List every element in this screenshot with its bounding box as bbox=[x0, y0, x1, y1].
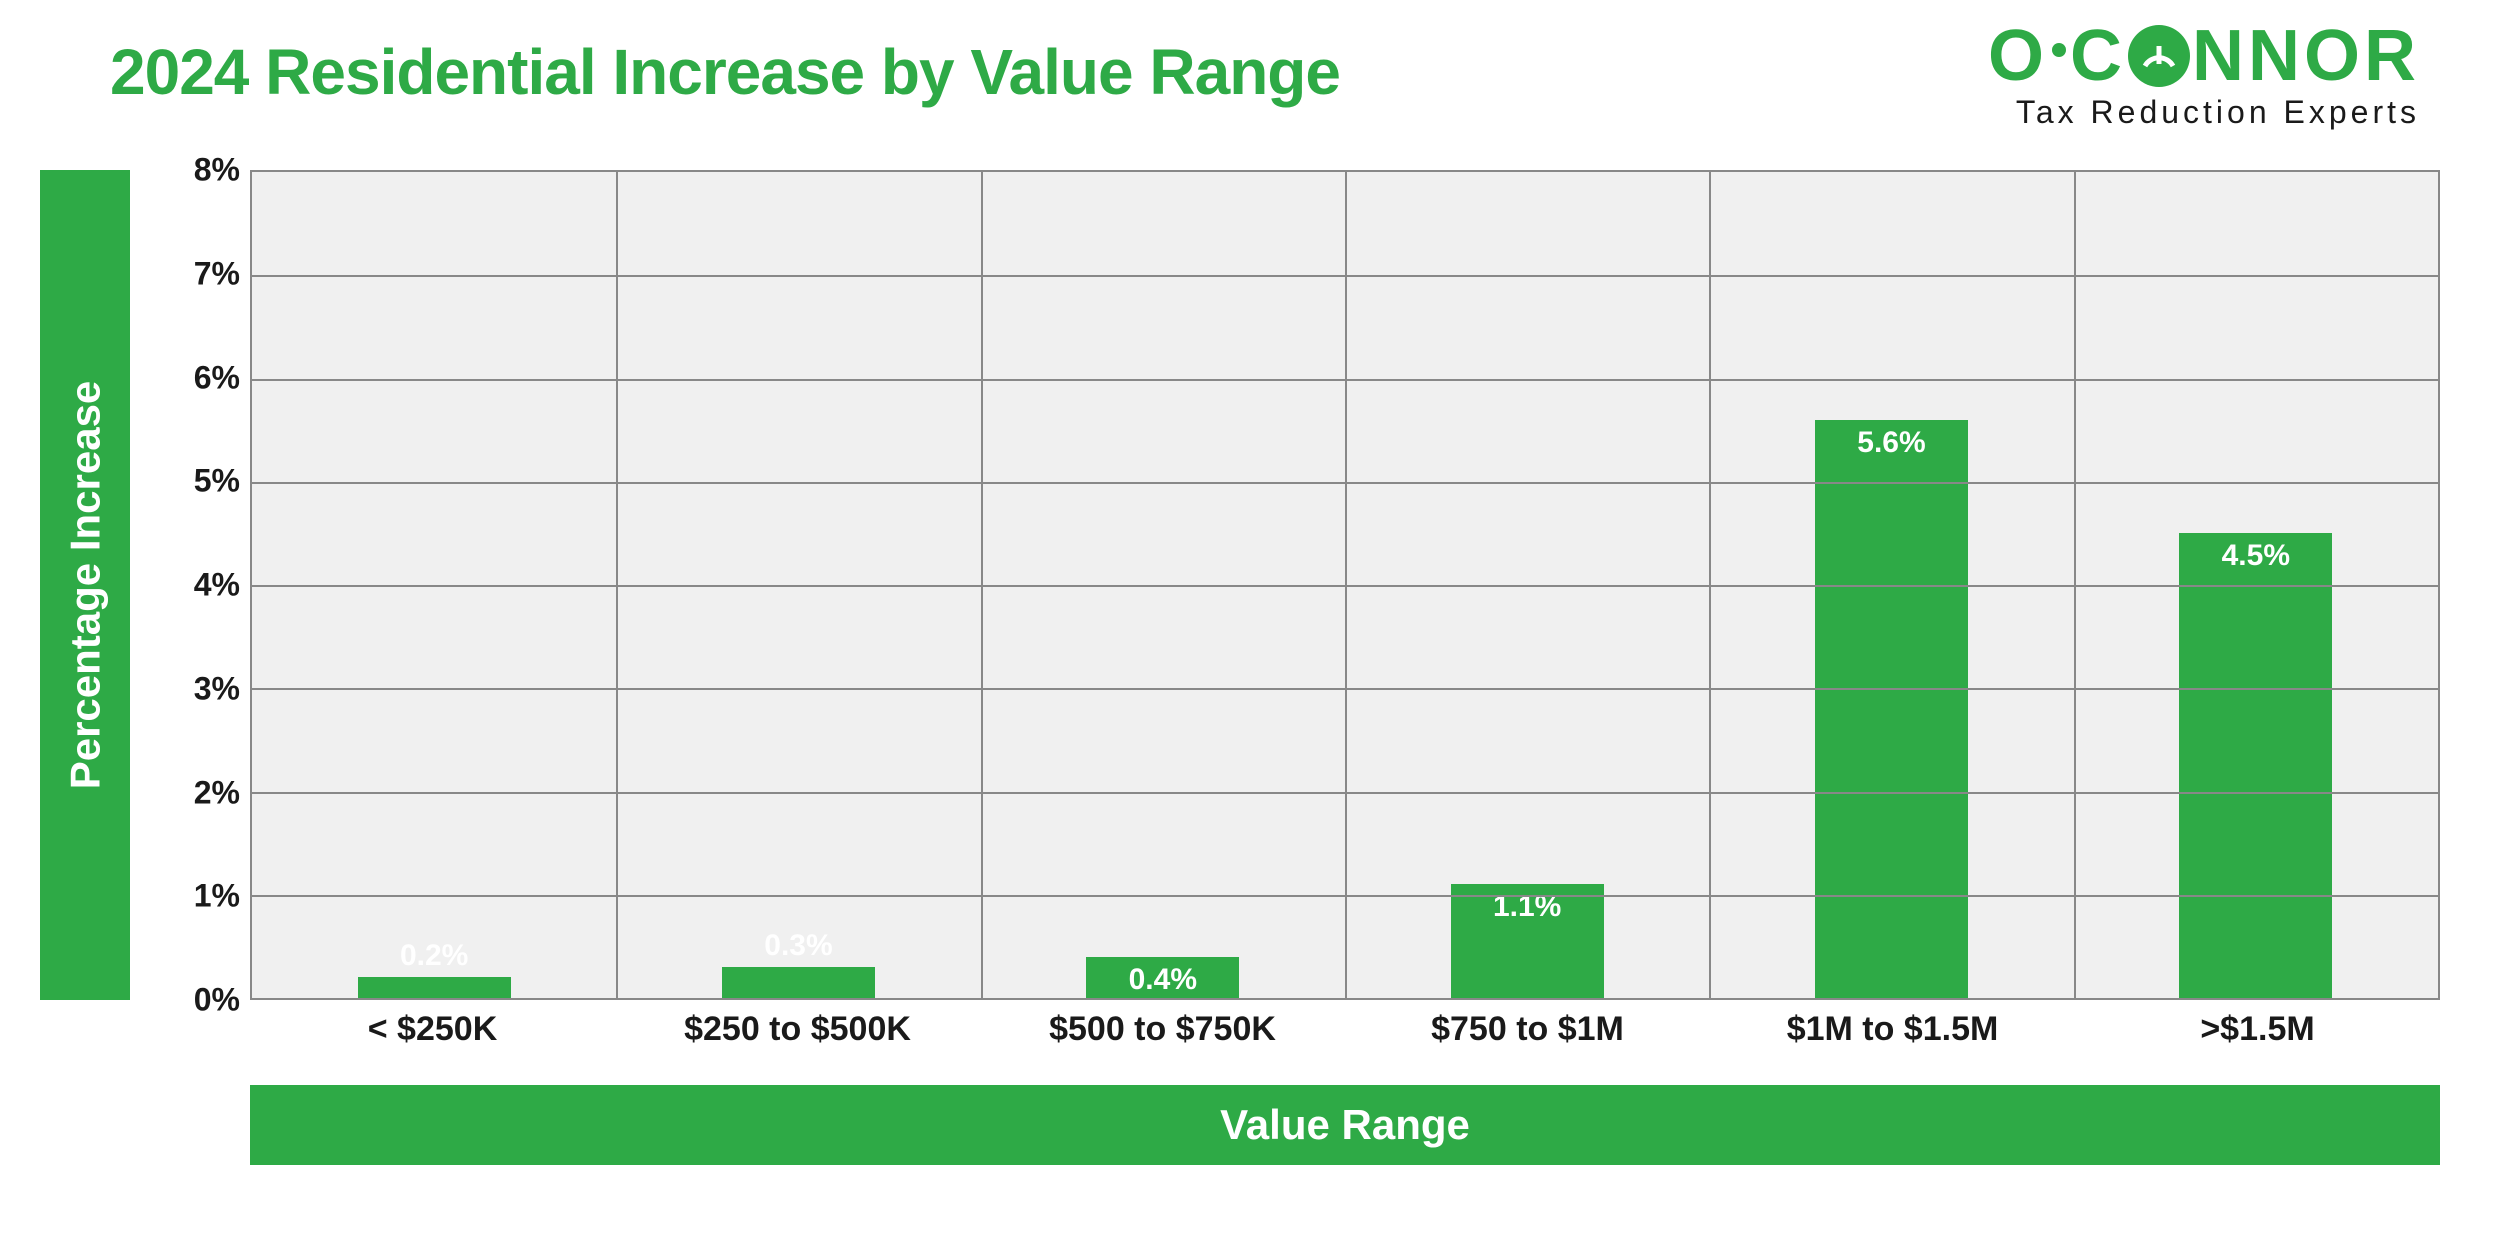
x-tick: $250 to $500K bbox=[684, 1010, 911, 1049]
y-axis-label-bar: Percentage Increase bbox=[40, 170, 130, 1000]
gridline-v bbox=[2074, 172, 2076, 998]
y-axis-label: Percentage Increase bbox=[61, 381, 109, 790]
x-tick: $750 to $1M bbox=[1431, 1010, 1624, 1049]
logo-apostrophe-icon bbox=[2052, 43, 2066, 57]
x-tick: $1M to $1.5M bbox=[1787, 1010, 1999, 1049]
gridline-v bbox=[1345, 172, 1347, 998]
bar-value-label: 0.3% bbox=[764, 929, 832, 963]
logo-tagline: Tax Reduction Experts bbox=[1988, 94, 2420, 131]
logo-dial-icon bbox=[2128, 25, 2190, 87]
x-tick: $500 to $750K bbox=[1049, 1010, 1276, 1049]
bar: 4.5% bbox=[2179, 533, 2332, 998]
bar: 1.1% bbox=[1451, 884, 1604, 998]
bar: 5.6% bbox=[1815, 420, 1968, 998]
y-tick: 3% bbox=[194, 670, 240, 707]
bar-value-label: 0.4% bbox=[1129, 963, 1197, 997]
chart-plot: 0.2% 0.3% 0.4% 1.1% 5.6% 4.5% bbox=[250, 170, 2440, 1000]
y-tick: 5% bbox=[194, 463, 240, 500]
plot-area: 0%1%2%3%4%5%6%7%8% 0.2%0.3%0.4%1.1%5.6%4… bbox=[160, 170, 2440, 1000]
x-tick: >$1.5M bbox=[2200, 1010, 2314, 1049]
gridline-v bbox=[616, 172, 618, 998]
y-tick: 1% bbox=[194, 878, 240, 915]
y-tick: 6% bbox=[194, 359, 240, 396]
gridline-v bbox=[981, 172, 983, 998]
y-tick: 4% bbox=[194, 567, 240, 604]
logo-wordmark: O C NNOR bbox=[1988, 20, 2420, 92]
logo-letters-nnor: NNOR bbox=[2192, 20, 2420, 92]
bar: 0.3% bbox=[722, 967, 875, 998]
logo-letter-c: C bbox=[2070, 20, 2126, 92]
bar-value-label: 5.6% bbox=[1857, 426, 1925, 460]
bar-value-label: 4.5% bbox=[2222, 539, 2290, 573]
y-tick: 0% bbox=[194, 982, 240, 1019]
brand-logo: O C NNOR Tax Reduction Experts bbox=[1988, 20, 2420, 131]
y-tick: 2% bbox=[194, 774, 240, 811]
y-tick: 8% bbox=[194, 152, 240, 189]
chart-title: 2024 Residential Increase by Value Range bbox=[110, 35, 1340, 109]
bar: 0.4% bbox=[1086, 957, 1239, 998]
y-axis-ticks: 0%1%2%3%4%5%6%7%8% bbox=[160, 170, 250, 1000]
bar-value-label: 0.2% bbox=[400, 939, 468, 973]
gridline-v bbox=[1709, 172, 1711, 998]
bar: 0.2% bbox=[358, 977, 511, 998]
x-tick: < $250K bbox=[368, 1010, 498, 1049]
x-axis-label: Value Range bbox=[1220, 1101, 1470, 1149]
x-axis-ticks: < $250K $250 to $500K $500 to $750K $750 to… bbox=[250, 1010, 2440, 1070]
x-axis-label-bar: Value Range bbox=[250, 1085, 2440, 1165]
y-tick: 7% bbox=[194, 255, 240, 292]
logo-letter-o1: O bbox=[1988, 20, 2048, 92]
